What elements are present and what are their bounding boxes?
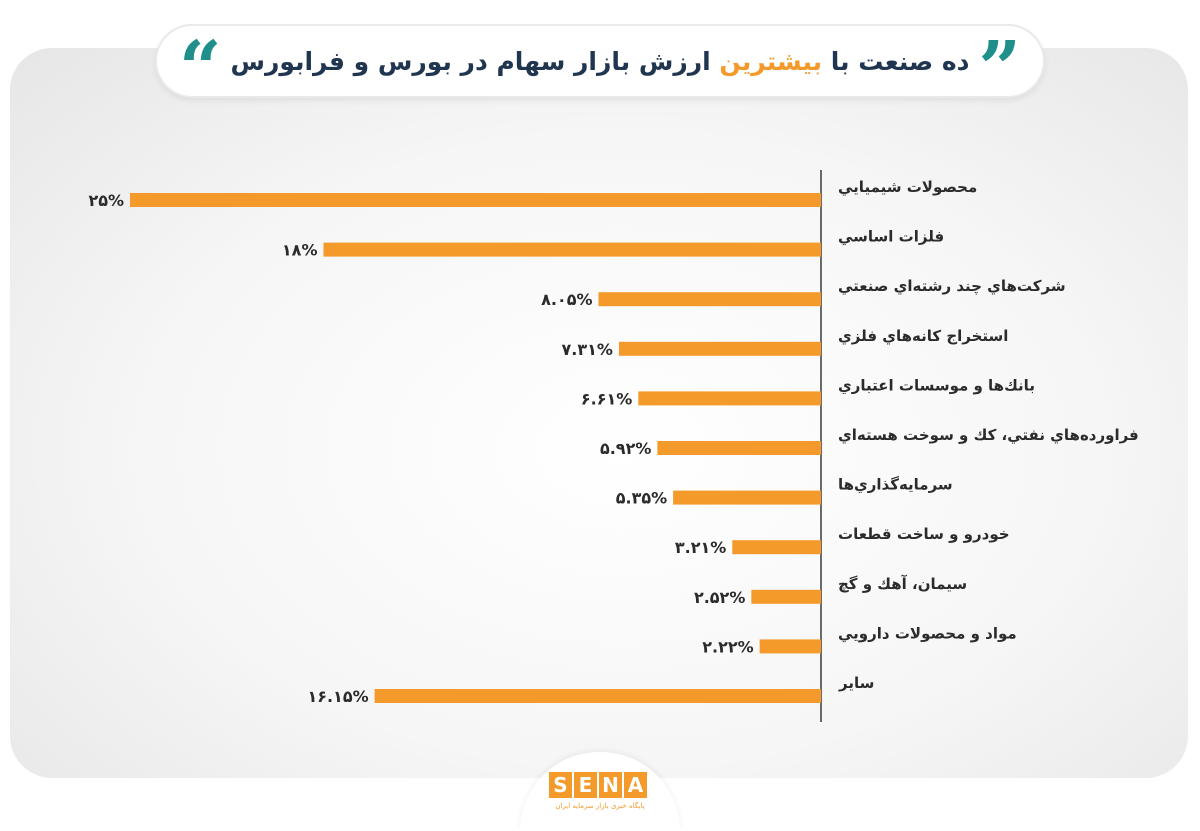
category-label: مواد و محصولات دارويي (838, 624, 1017, 642)
value-label: ۷.۳۱% (562, 340, 613, 359)
title-part-2: ارزش بازار سهام در بورس و فرابورس (230, 46, 720, 76)
title-banner: “ ده صنعت با بيشترين ارزش بازار سهام در … (157, 26, 1043, 106)
value-label: ۲۵% (88, 191, 124, 210)
value-label: ۸.۰۵% (541, 290, 592, 309)
value-label: ۶.۶۱% (581, 389, 632, 408)
category-label: بانك‌ها و موسسات اعتباري (838, 376, 1035, 395)
logo-letter: N (599, 772, 622, 798)
category-label: محصولات شيميايي (838, 178, 977, 196)
category-label: سيمان، آهك و گچ (838, 575, 967, 593)
open-quote-icon: “ (179, 26, 222, 112)
value-label: ۲.۵۲% (694, 588, 745, 607)
bar (732, 540, 821, 555)
category-label: فراورده‌هاي نفتي، كك و سوخت هسته‌اي (838, 426, 1139, 445)
bar (673, 490, 821, 505)
bar (751, 589, 821, 604)
value-label: ۲.۲۲% (702, 637, 753, 656)
category-label: سرمايه‌گذاري‌ها (838, 476, 953, 495)
category-label: ساير (838, 674, 874, 692)
value-label: ۱۸% (282, 241, 318, 260)
chart-title: ده صنعت با بيشترين ارزش بازار سهام در بو… (231, 47, 970, 76)
logo-letter: S (549, 772, 572, 798)
bar (323, 242, 821, 257)
value-label: ۵.۳۵% (616, 489, 667, 508)
category-label: استخراج كانه‌هاي فلزي (838, 327, 1008, 346)
bar (618, 341, 821, 356)
bar (759, 639, 821, 654)
bar (598, 292, 821, 307)
logo-subtitle: پایگاه خبری بازار سرمایه ایران (555, 802, 645, 810)
category-label: خودرو و ساخت قطعات (838, 525, 1010, 543)
logo-letter: A (624, 772, 647, 798)
bar (638, 391, 821, 406)
title-part-1: ده صنعت با (822, 46, 970, 76)
value-label: ۵.۹۲% (600, 439, 651, 458)
title-highlight: بيشترين (719, 46, 823, 76)
value-label: ۳.۲۱% (675, 538, 726, 557)
value-label: ۱۶.۱۵% (307, 687, 368, 706)
bar (657, 441, 821, 455)
category-label: فلزات اساسي (838, 228, 944, 246)
bar (130, 193, 821, 207)
category-label: شركت‌هاي چند رشته‌اي صنعتي (838, 277, 1066, 296)
bar (374, 689, 821, 703)
chart-panel (10, 48, 1188, 778)
close-quote-icon: ” (978, 26, 1021, 112)
logo-letter: E (574, 772, 597, 798)
